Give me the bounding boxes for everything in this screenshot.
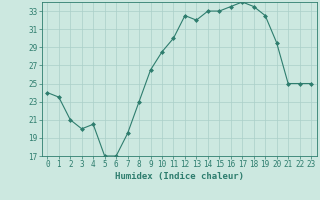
X-axis label: Humidex (Indice chaleur): Humidex (Indice chaleur) bbox=[115, 172, 244, 181]
